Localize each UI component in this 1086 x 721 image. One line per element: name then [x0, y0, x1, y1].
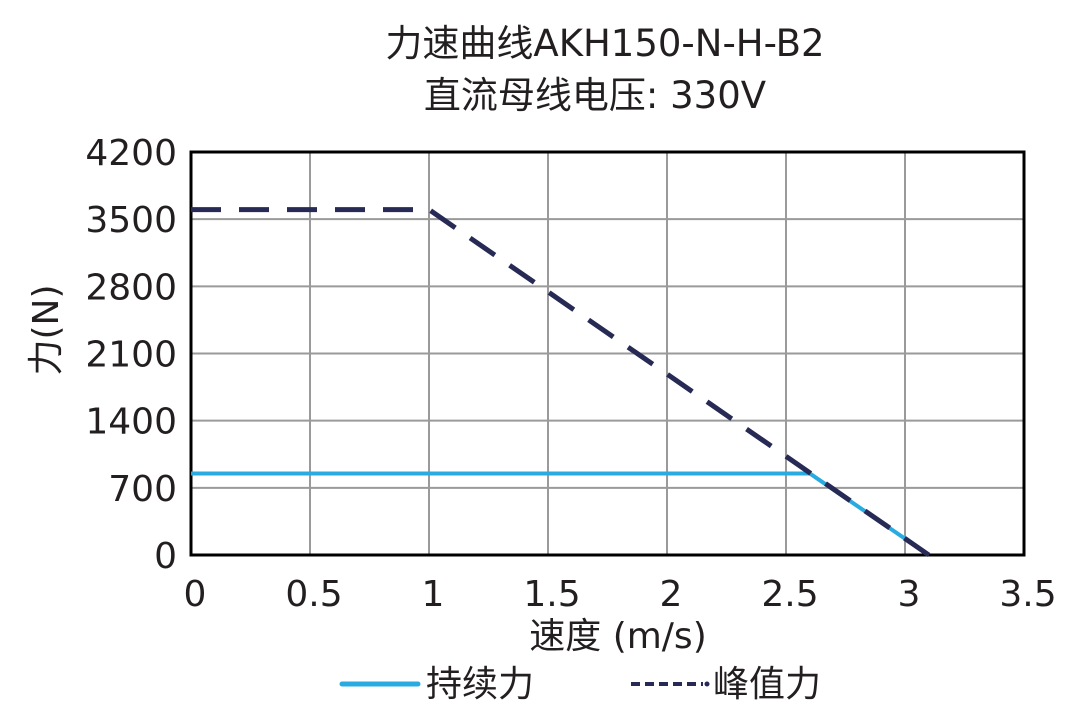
x-tick-label: 1 [422, 574, 445, 615]
x-tick-labels: 0 0.5 1 1.5 2 2.5 3 3.5 [184, 574, 1057, 615]
x-axis-label: 速度 (m/s) [529, 616, 707, 657]
y-tick-label: 4200 [85, 133, 177, 174]
series-lines [191, 207, 931, 558]
y-tick-label: 1400 [85, 402, 177, 443]
y-tick-label: 2100 [85, 335, 177, 376]
x-tick-label: 3.5 [999, 574, 1056, 615]
y-tick-label: 700 [108, 469, 177, 510]
chart-subtitle: 直流母线电压: 330V [423, 74, 767, 117]
series-line-peak-force [191, 207, 931, 558]
legend-label-peak: 峰值力 [713, 664, 821, 705]
x-tick-label: 0.5 [285, 574, 342, 615]
chart-title: 力速曲线AKH150-N-H-B2 [385, 22, 825, 65]
x-tick-label: 0 [184, 574, 207, 615]
y-axis-label: 力(N) [26, 284, 67, 375]
y-tick-label: 0 [154, 536, 177, 577]
legend-swatch-peak-dot [704, 681, 710, 687]
legend: 持续力 峰值力 [339, 664, 821, 705]
x-tick-label: 3 [898, 574, 921, 615]
plot-frame [189, 150, 1026, 557]
legend-label-continuous: 持续力 [426, 664, 534, 705]
y-tick-labels: 0 700 1400 2100 2800 3500 4200 [85, 133, 177, 577]
x-tick-label: 2.5 [761, 574, 818, 615]
y-tick-label: 3500 [85, 200, 177, 241]
grid-lines [190, 151, 1025, 556]
series-line-continuous-force [191, 471, 930, 557]
x-tick-label: 2 [660, 574, 683, 615]
y-tick-label: 2800 [85, 267, 177, 308]
x-tick-label: 1.5 [523, 574, 580, 615]
